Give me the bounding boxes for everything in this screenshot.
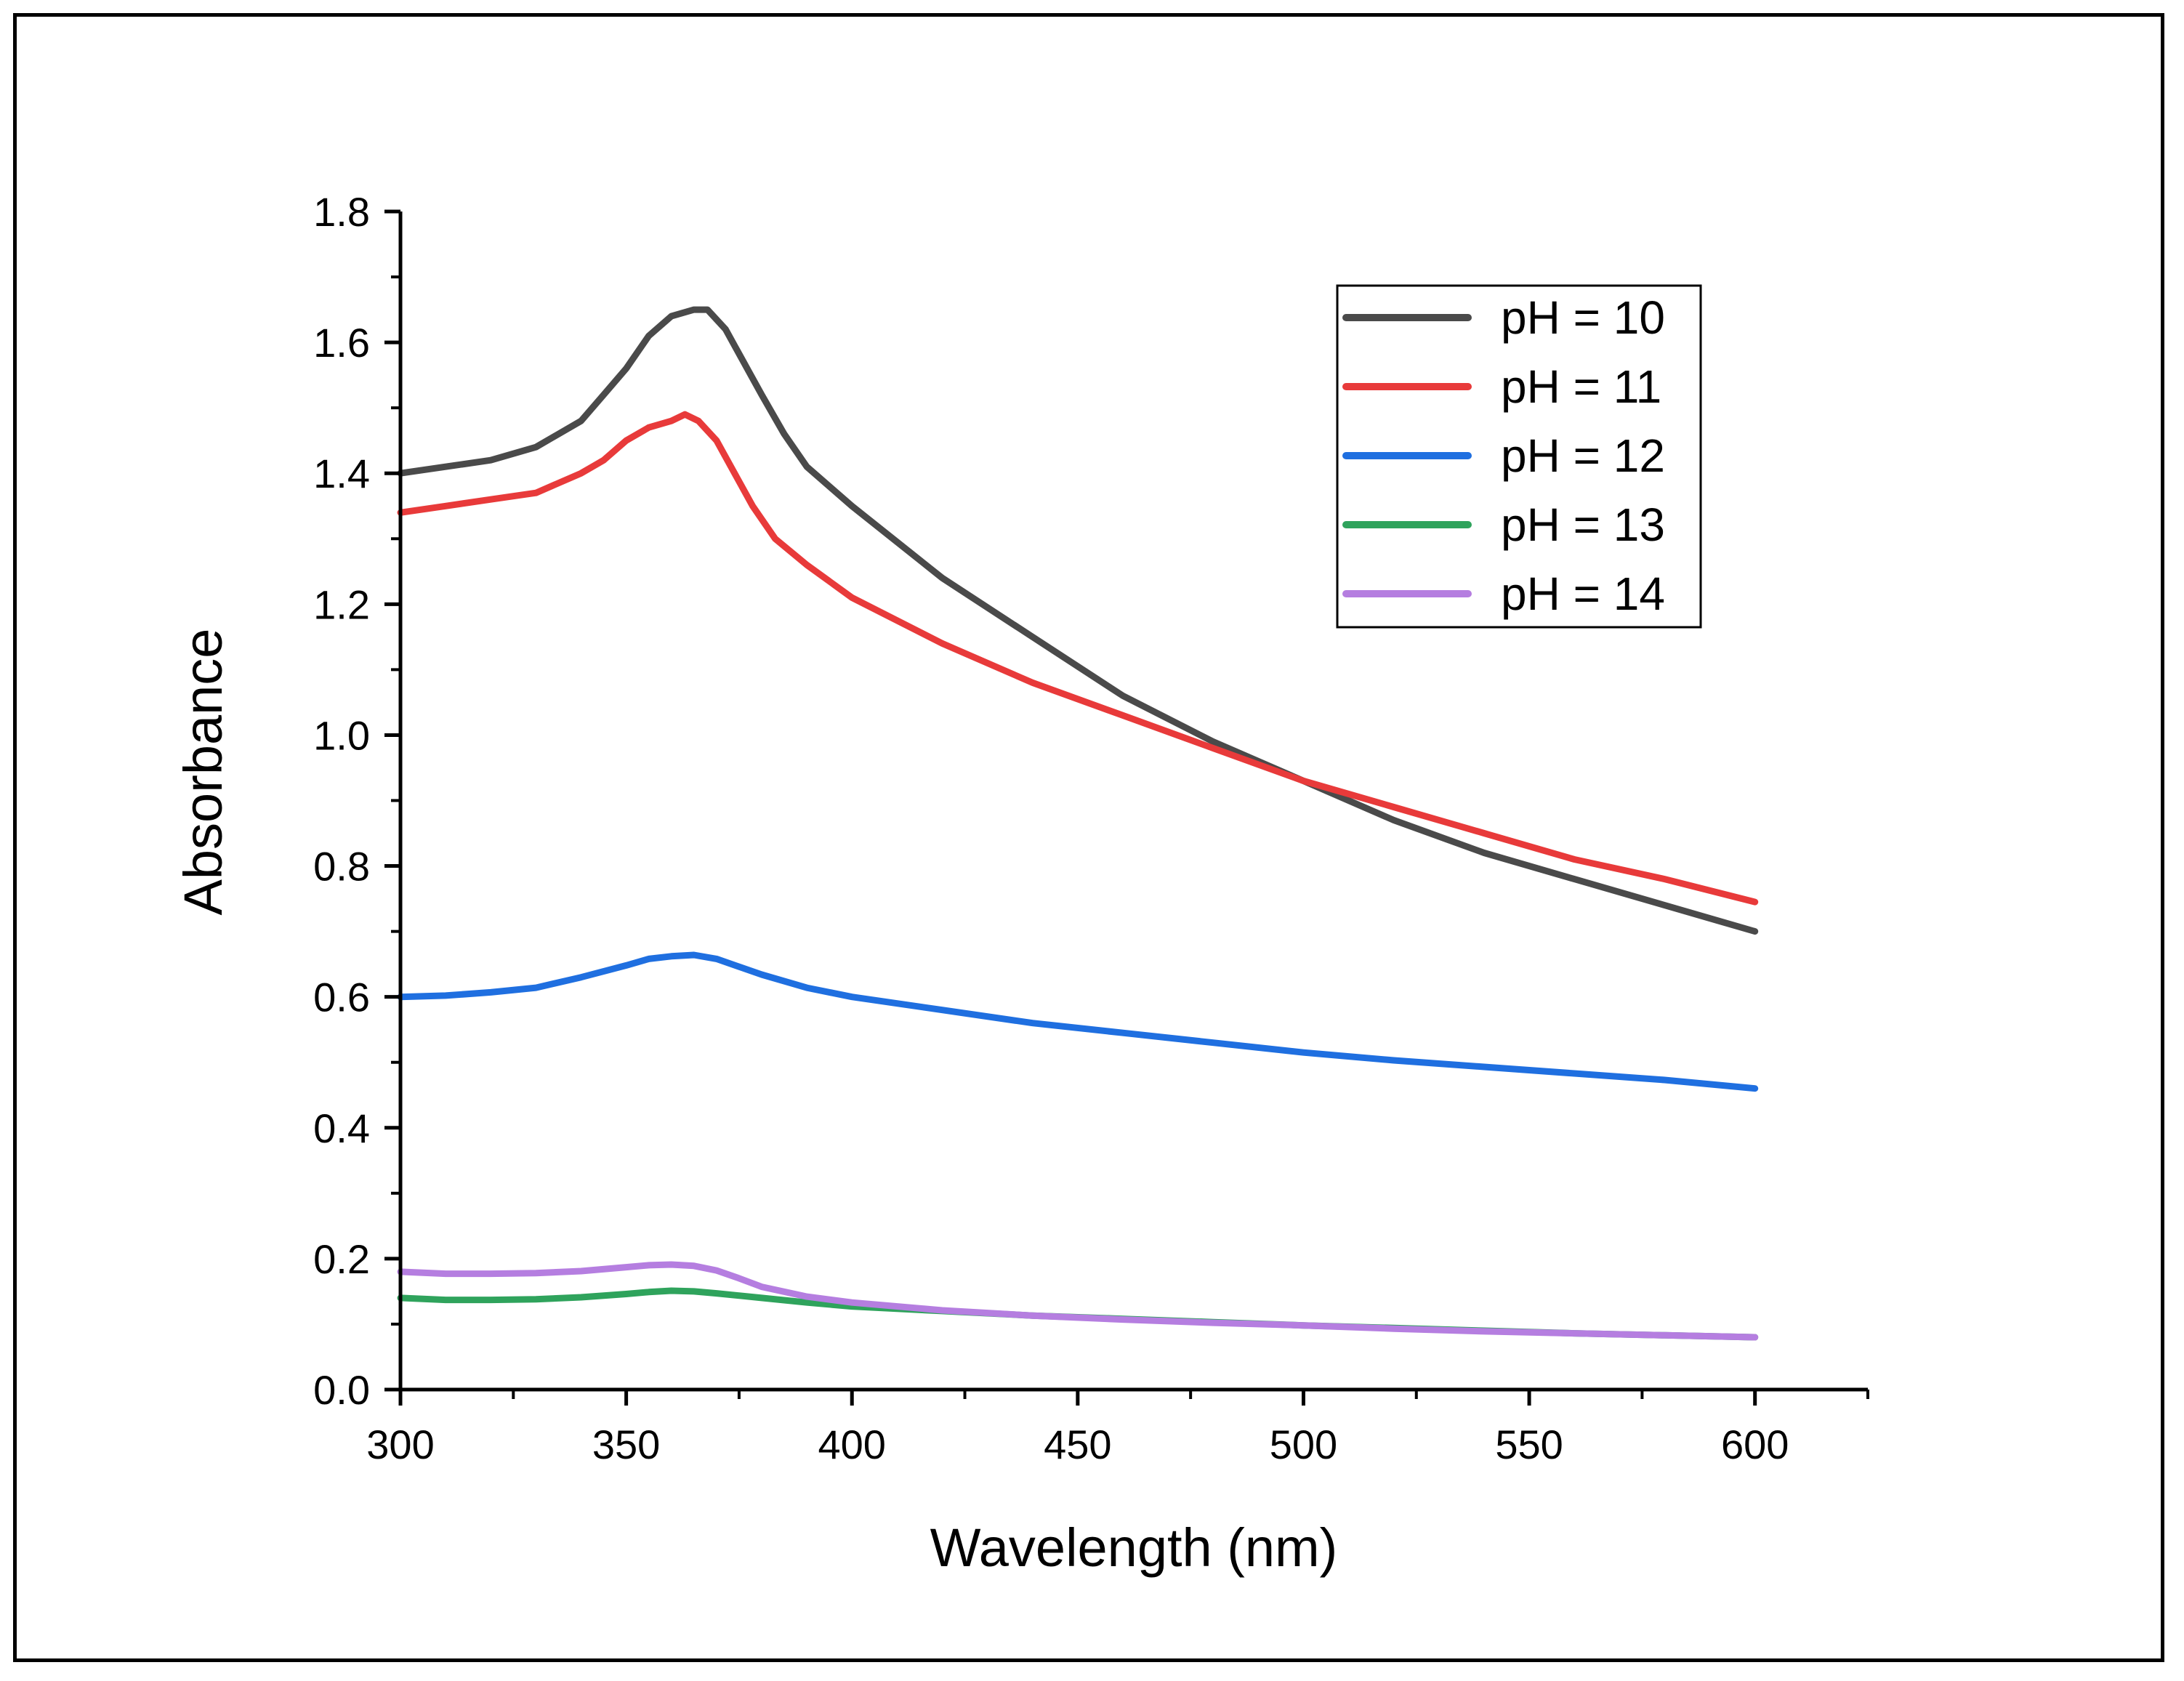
- y-axis-title: Absorbance: [173, 629, 233, 916]
- legend-label-4: pH = 13: [1501, 499, 1665, 551]
- y-tick-label: 0.6: [313, 975, 370, 1020]
- x-tick-label: 350: [592, 1422, 660, 1467]
- y-tick-label: 1.8: [313, 189, 370, 235]
- x-tick-label: 500: [1270, 1422, 1337, 1467]
- series-line-3: [397, 951, 1759, 1092]
- x-tick-label: 450: [1044, 1422, 1111, 1467]
- y-tick-label: 0.4: [313, 1105, 370, 1151]
- x-tick-label: 400: [818, 1422, 886, 1467]
- legend-label-1: pH = 10: [1501, 291, 1665, 344]
- x-tick-label: 550: [1495, 1422, 1563, 1467]
- series-line-1: [397, 306, 1759, 935]
- x-axis-title: Wavelength (nm): [930, 1517, 1338, 1578]
- legend: pH = 10 pH = 11 pH = 12 pH = 13 pH = 14: [1336, 284, 1702, 629]
- figure-frame: [13, 13, 2164, 1662]
- y-tick-label: 0.0: [313, 1367, 370, 1413]
- y-tick-label: 1.0: [313, 712, 370, 758]
- series-line-5: [397, 1261, 1759, 1341]
- ticks-layer: 300 350 400 450 500 550 600 0.0 0.2 0.4 0.6 0.8 1.0 1…: [313, 189, 1869, 1467]
- y-tick-label: 0.2: [313, 1236, 370, 1282]
- x-tick-label: 300: [366, 1422, 434, 1467]
- series-layer: [397, 306, 1759, 1341]
- legend-label-5: pH = 14: [1501, 568, 1665, 620]
- series-line-2: [397, 411, 1759, 906]
- legend-label-3: pH = 12: [1501, 430, 1665, 482]
- x-tick-label: 600: [1721, 1422, 1789, 1467]
- y-tick-label: 1.2: [313, 581, 370, 627]
- y-tick-label: 0.8: [313, 844, 370, 890]
- legend-label-2: pH = 11: [1501, 360, 1661, 413]
- y-tick-label: 1.4: [313, 451, 370, 496]
- y-tick-label: 1.6: [313, 320, 370, 366]
